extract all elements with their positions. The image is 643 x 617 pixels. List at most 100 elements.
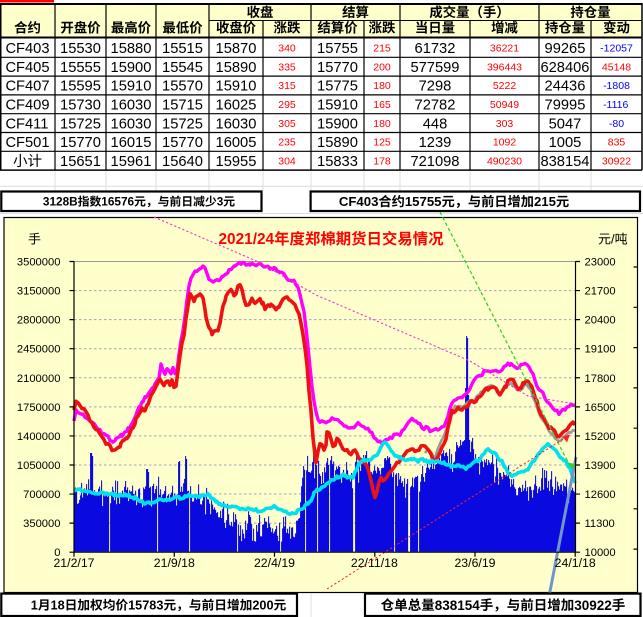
svg-text:1092: 1092 [493, 137, 517, 149]
svg-text:835: 835 [608, 137, 626, 149]
svg-text:15890: 15890 [317, 135, 358, 151]
svg-text:-1808: -1808 [603, 80, 630, 92]
svg-text:15725: 15725 [162, 116, 203, 132]
svg-text:2450000: 2450000 [17, 344, 61, 356]
svg-text:340: 340 [278, 43, 296, 55]
svg-text:0: 0 [54, 547, 60, 559]
svg-text:1: 1 [31, 599, 38, 613]
svg-text:700000: 700000 [23, 489, 60, 501]
svg-text:CF407: CF407 [5, 79, 49, 95]
svg-text:838154: 838154 [540, 154, 589, 170]
svg-text:61732: 61732 [415, 41, 456, 57]
svg-text:-12057: -12057 [600, 43, 633, 55]
svg-text:3500000: 3500000 [17, 257, 61, 269]
svg-text:15725: 15725 [60, 116, 101, 132]
svg-text:15715: 15715 [162, 98, 203, 114]
svg-text:15890: 15890 [216, 60, 257, 76]
svg-text:15775: 15775 [317, 79, 358, 95]
svg-text:CF409: CF409 [5, 98, 49, 114]
svg-text:21/9/18: 21/9/18 [154, 556, 195, 570]
svg-text:15515: 15515 [162, 41, 203, 57]
svg-text:-1116: -1116 [603, 99, 628, 111]
svg-text:CF501: CF501 [5, 135, 49, 151]
svg-text:448: 448 [423, 116, 448, 132]
svg-text:5222: 5222 [493, 80, 517, 92]
svg-text:304: 304 [278, 155, 296, 167]
svg-text:15961: 15961 [111, 154, 152, 170]
svg-text:490230: 490230 [487, 155, 522, 167]
svg-text:10000: 10000 [585, 547, 616, 559]
svg-text:16500: 16500 [585, 402, 616, 414]
svg-text:1750000: 1750000 [17, 402, 61, 414]
svg-text:15595: 15595 [60, 79, 101, 95]
svg-text:15770: 15770 [317, 60, 358, 76]
svg-text:15545: 15545 [162, 60, 203, 76]
svg-text:/: / [611, 232, 615, 247]
svg-text:23000: 23000 [585, 257, 616, 269]
svg-text:24436: 24436 [545, 79, 586, 95]
svg-text:178: 178 [373, 155, 391, 167]
svg-text:2800000: 2800000 [17, 315, 61, 327]
svg-text:13900: 13900 [585, 460, 616, 472]
svg-text:21700: 21700 [585, 286, 616, 298]
svg-text:15770: 15770 [162, 135, 203, 151]
svg-text:15833: 15833 [317, 154, 358, 170]
svg-text:16015: 16015 [111, 135, 152, 151]
svg-text:315: 315 [278, 80, 296, 92]
svg-text:215: 215 [534, 194, 556, 209]
svg-text:24/1/18: 24/1/18 [555, 556, 596, 570]
svg-text:22/4/19: 22/4/19 [254, 556, 295, 570]
svg-text:15783: 15783 [128, 599, 163, 613]
svg-text:-80: -80 [609, 118, 624, 130]
svg-text:15900: 15900 [111, 60, 152, 76]
svg-text:1400000: 1400000 [17, 431, 61, 443]
svg-text:15910: 15910 [317, 98, 358, 114]
svg-text:3: 3 [217, 195, 224, 209]
svg-text:22/11/18: 22/11/18 [351, 556, 398, 570]
svg-text:577599: 577599 [410, 60, 459, 76]
svg-text:15910: 15910 [111, 79, 152, 95]
svg-text:1239: 1239 [419, 135, 452, 151]
svg-text:15955: 15955 [216, 154, 257, 170]
svg-text:180: 180 [373, 80, 391, 92]
svg-text:15910: 15910 [216, 79, 257, 95]
svg-text:295: 295 [278, 99, 296, 111]
svg-text:303: 303 [496, 118, 514, 130]
svg-text:15570: 15570 [162, 79, 203, 95]
svg-text:16025: 16025 [216, 98, 257, 114]
svg-text:2021/24: 2021/24 [218, 231, 274, 248]
svg-text:CF403: CF403 [339, 194, 379, 209]
svg-text:235: 235 [278, 137, 296, 149]
svg-text:15530: 15530 [60, 41, 101, 57]
svg-text:15880: 15880 [111, 41, 152, 57]
svg-text:CF411: CF411 [5, 116, 48, 132]
svg-text:165: 165 [373, 99, 391, 111]
svg-text:11300: 11300 [585, 518, 615, 530]
svg-text:3150000: 3150000 [17, 286, 61, 298]
svg-text:45148: 45148 [602, 61, 631, 73]
svg-text:721098: 721098 [410, 154, 459, 170]
svg-text:17800: 17800 [585, 373, 616, 385]
svg-text:50949: 50949 [490, 99, 519, 111]
svg-text:200: 200 [252, 599, 273, 613]
svg-text:15755: 15755 [405, 194, 442, 209]
svg-text:200: 200 [373, 61, 391, 73]
svg-text:16576: 16576 [101, 195, 134, 209]
svg-text:15755: 15755 [317, 41, 358, 57]
svg-text:3128B: 3128B [43, 195, 78, 209]
svg-text:20400: 20400 [585, 315, 616, 327]
svg-text:125: 125 [373, 137, 391, 149]
svg-text:15640: 15640 [162, 154, 203, 170]
svg-text:15870: 15870 [216, 41, 257, 57]
svg-text:79995: 79995 [545, 98, 586, 114]
svg-text:16030: 16030 [216, 116, 257, 132]
svg-text:16030: 16030 [111, 116, 152, 132]
svg-text:18: 18 [51, 599, 65, 613]
svg-text:23/6/19: 23/6/19 [454, 556, 495, 570]
svg-text:180: 180 [373, 118, 391, 130]
svg-text:335: 335 [278, 61, 296, 73]
svg-text:396443: 396443 [487, 61, 522, 73]
svg-text:CF403: CF403 [5, 41, 49, 57]
svg-text:72782: 72782 [415, 98, 456, 114]
svg-text:305: 305 [278, 118, 296, 130]
